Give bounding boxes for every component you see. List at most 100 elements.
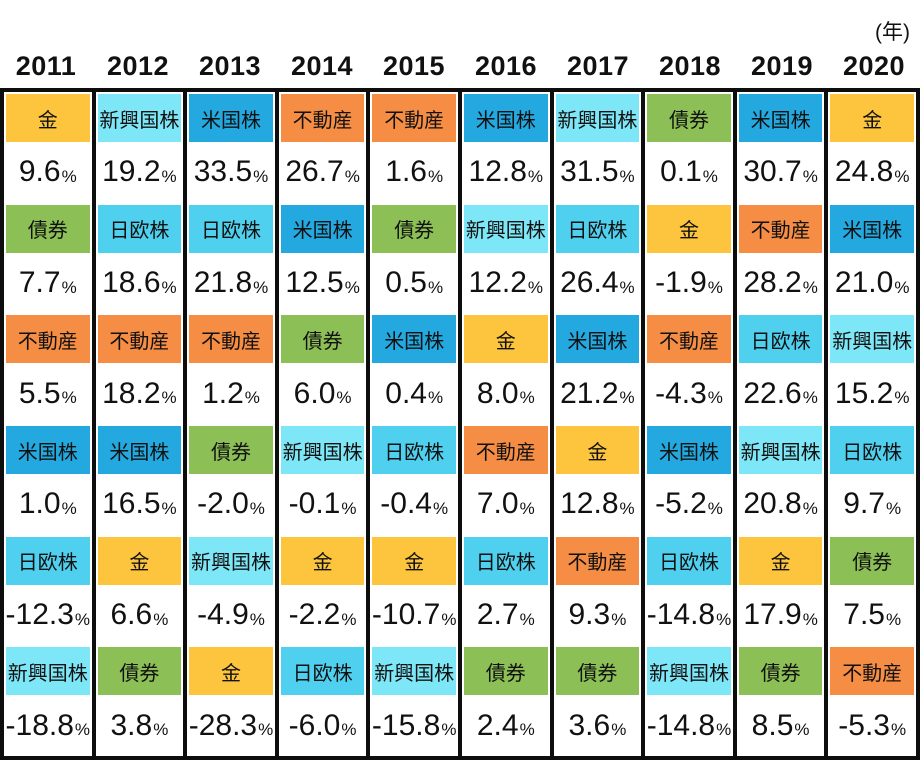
return-number: 1.6 <box>385 155 427 189</box>
asset-cell: 新興国株 19.2% <box>95 92 184 203</box>
asset-return-value: -4.9% <box>187 584 275 646</box>
return-number: -5.3 <box>838 708 890 742</box>
asset-return-value: -5.2% <box>645 474 733 535</box>
asset-cell: 日欧株 21.8% <box>187 203 275 314</box>
percent-sign: % <box>890 720 907 740</box>
asset-cell: 新興国株 20.8% <box>736 424 825 535</box>
asset-return-value: -5.3% <box>828 695 916 757</box>
asset-name: 新興国株 <box>555 94 640 142</box>
year-label: 2012 <box>106 51 170 81</box>
asset-name: 米国株 <box>647 426 731 475</box>
year-label: 2020 <box>842 51 906 81</box>
return-number: -18.8 <box>5 708 74 742</box>
asset-return-value: -10.7% <box>370 584 458 646</box>
year-column: 米国株 33.5% 日欧株 21.8% 不動産 1.2% 債券 -2.0% 新興国株 -4.9% 金… <box>187 92 275 757</box>
asset-return-value: 9.7% <box>828 474 916 535</box>
asset-return-value: 31.5% <box>553 142 642 203</box>
year-label: 2016 <box>474 51 538 81</box>
return-number: 18.6 <box>102 266 161 299</box>
return-number: 9.7 <box>843 487 885 521</box>
percent-sign: % <box>74 609 91 629</box>
asset-name: 金 <box>830 94 914 142</box>
asset-return-value: 0.4% <box>370 363 458 425</box>
asset-return-value: 3.6% <box>553 695 642 757</box>
asset-cell: 金 6.6% <box>95 535 184 646</box>
asset-cell: 新興国株 -4.9% <box>187 535 275 646</box>
asset-name: 日欧株 <box>6 536 90 585</box>
percent-sign: % <box>702 166 718 186</box>
percent-sign: % <box>707 388 723 408</box>
return-number: 8.0 <box>476 376 519 410</box>
asset-return-value: 12.8% <box>553 474 642 535</box>
asset-name: 新興国株 <box>189 536 273 585</box>
asset-name: 新興国株 <box>738 426 823 475</box>
asset-return-value: 20.8% <box>736 474 825 535</box>
percent-sign: % <box>716 609 732 629</box>
asset-return-value: -1.9% <box>645 252 733 314</box>
asset-cell: 不動産 -4.3% <box>645 313 733 425</box>
return-number: 21.2 <box>560 376 619 410</box>
percent-sign: % <box>344 277 360 297</box>
asset-name: 新興国株 <box>372 647 456 696</box>
return-number: 21.8 <box>193 266 253 299</box>
asset-name: 金 <box>555 426 640 475</box>
asset-name: 日欧株 <box>189 204 273 253</box>
percent-sign: % <box>427 166 444 186</box>
asset-return-value: 9.6% <box>4 142 92 203</box>
percent-sign: % <box>161 388 177 408</box>
asset-cell: 不動産 26.7% <box>278 92 367 203</box>
return-number: 3.6 <box>568 708 611 742</box>
percent-sign: % <box>74 720 91 740</box>
asset-return-value: 3.8% <box>95 695 184 757</box>
asset-name: 債券 <box>463 647 548 696</box>
percent-sign: % <box>432 498 449 518</box>
asset-name: 日欧株 <box>372 426 456 475</box>
year-column: 新興国株 19.2% 日欧株 18.6% 不動産 18.2% 米国株 16.5% 金 6.6% 債券… <box>95 92 184 757</box>
return-number: -0.4 <box>380 487 432 521</box>
asset-name: 不動産 <box>647 315 731 364</box>
return-number: 7.7 <box>18 266 61 299</box>
return-number: 9.6 <box>18 155 61 189</box>
percent-sign: % <box>885 498 902 518</box>
asset-name: 新興国株 <box>647 647 731 696</box>
asset-cell: 日欧株 -0.4% <box>370 424 458 535</box>
asset-return-value: 22.6% <box>736 363 825 425</box>
percent-sign: % <box>153 609 169 629</box>
asset-name: 新興国株 <box>97 94 182 142</box>
percent-sign: % <box>341 609 357 629</box>
percent-sign: % <box>153 720 169 740</box>
asset-name: 金 <box>6 94 90 142</box>
return-number: 28.2 <box>743 266 802 299</box>
percent-sign: % <box>794 720 810 740</box>
return-number: -14.8 <box>646 598 716 632</box>
return-number: 20.8 <box>743 487 802 521</box>
asset-cell: 日欧株 26.4% <box>553 203 642 314</box>
asset-cell: 新興国株 -18.8% <box>4 645 92 757</box>
asset-name: 米国株 <box>738 94 823 142</box>
return-number: -28.3 <box>188 708 258 742</box>
percent-sign: % <box>253 166 269 186</box>
return-number: -1.9 <box>655 266 707 299</box>
percent-sign: % <box>249 498 265 518</box>
return-number: 7.5 <box>843 598 885 632</box>
year-column: 債券 0.1% 金 -1.9% 不動産 -4.3% 米国株 -5.2% 日欧株 -14.8% 新興国… <box>645 92 733 757</box>
percent-sign: % <box>619 388 635 408</box>
asset-name: 債券 <box>647 94 731 142</box>
asset-name: 米国株 <box>555 315 640 364</box>
asset-name: 不動産 <box>280 94 365 142</box>
asset-name: 日欧株 <box>97 204 182 253</box>
return-number: 26.7 <box>285 155 344 189</box>
asset-name: 不動産 <box>6 315 90 364</box>
percent-sign: % <box>344 166 360 186</box>
asset-cell: 金 -1.9% <box>645 203 733 314</box>
asset-cell: 米国株 21.2% <box>553 313 642 425</box>
asset-return-value: 12.5% <box>278 252 367 314</box>
year-column: 不動産 26.7% 米国株 12.5% 債券 6.0% 新興国株 -0.1% 金 -2.2% 日欧株… <box>278 92 367 757</box>
percent-sign: % <box>427 388 444 408</box>
asset-name: 日欧株 <box>738 315 823 364</box>
asset-cell: 不動産 9.3% <box>553 535 642 646</box>
asset-return-value: 26.7% <box>278 142 367 203</box>
asset-cell: 新興国株 12.2% <box>461 203 550 314</box>
year-label: 2014 <box>290 51 354 81</box>
return-number: 12.8 <box>560 487 619 521</box>
